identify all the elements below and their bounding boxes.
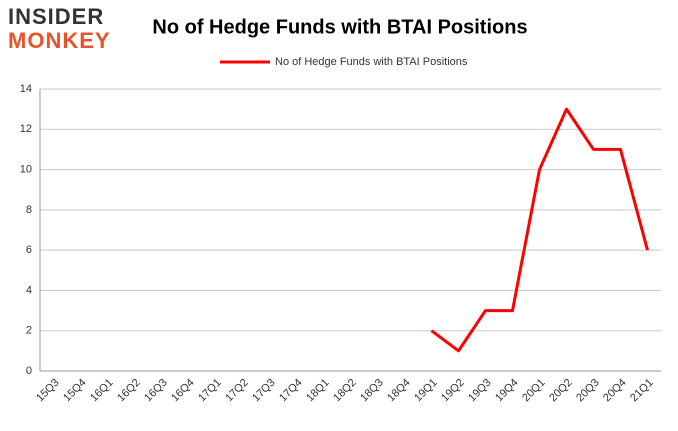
chart-title: No of Hedge Funds with BTAI Positions	[152, 16, 527, 38]
y-tick-label: 8	[26, 204, 32, 216]
y-tick-label: 0	[26, 365, 32, 377]
legend-label: No of Hedge Funds with BTAI Positions	[275, 56, 468, 68]
y-tick-label: 10	[20, 163, 32, 175]
y-tick-label: 12	[20, 123, 32, 135]
logo-line-2: MONKEY	[8, 28, 111, 53]
y-tick-label: 6	[26, 244, 32, 256]
y-tick-label: 14	[20, 83, 32, 95]
logo-line-1: INSIDER	[8, 4, 104, 29]
data-line	[430, 107, 649, 353]
y-tick-label: 4	[26, 284, 32, 296]
y-tick-label: 2	[26, 325, 32, 337]
